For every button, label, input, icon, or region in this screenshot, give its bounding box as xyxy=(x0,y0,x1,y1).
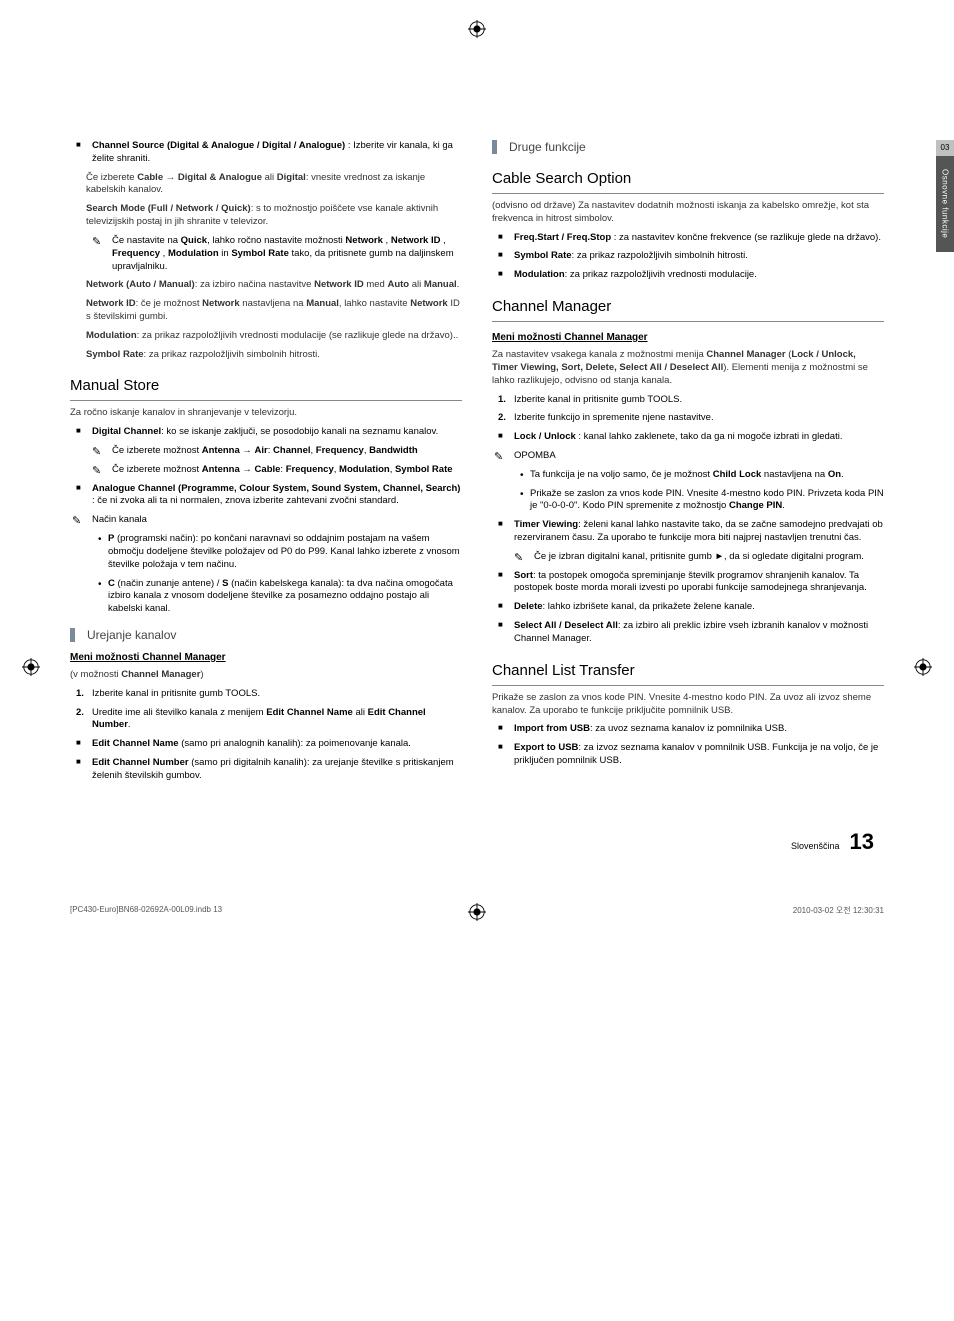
section-tab: 03 Osnovne funkcije xyxy=(936,140,954,360)
digital-channel-item: Digital Channel: ko se iskanje zaključi,… xyxy=(70,426,462,439)
tab-number: 03 xyxy=(936,140,954,156)
delete-item: Delete: lahko izbrišete kanal, da prikaž… xyxy=(492,601,884,614)
import-item: Import from USB: za uvoz seznama kanalov… xyxy=(492,723,884,736)
urejanje-accent: Urejanje kanalov xyxy=(70,628,462,642)
modulation-text: Modulation: za prikaz razpoložljivih vre… xyxy=(70,330,462,343)
note-icon: ✎ xyxy=(92,464,101,479)
edit-number-item: Edit Channel Number (samo pri digitalnih… xyxy=(70,757,462,783)
note-icon: ✎ xyxy=(514,551,523,566)
tab-label: Osnovne funkcije xyxy=(941,169,950,238)
druge-accent: Druge funkcije xyxy=(492,140,884,154)
channel-source-item: Channel Source (Digital & Analogue / Dig… xyxy=(70,140,462,166)
cm-step1: 1.Izberite kanal in pritisnite gumb TOOL… xyxy=(492,394,884,407)
divider xyxy=(492,685,884,686)
nacin-kanala-note: ✎ Način kanala xyxy=(70,514,462,527)
c-mode-item: C (način zunanje antene) / S (način kabe… xyxy=(70,578,462,616)
manual-page: 03 Osnovne funkcije Channel Source (Digi… xyxy=(0,0,954,905)
antenna-cable-note: ✎ Če izberete možnost Antenna → Cable: F… xyxy=(70,464,462,477)
clt-intro: Prikaže se zaslon za vnos kode PIN. Vnes… xyxy=(492,692,884,718)
channel-manager-heading: Channel Manager xyxy=(492,298,884,315)
note-icon: ✎ xyxy=(72,514,81,529)
note-icon: ✎ xyxy=(92,235,101,250)
cable-search-heading: Cable Search Option xyxy=(492,170,884,187)
footer-lang: Slovenščina xyxy=(791,841,840,851)
urejanje-step1: 1.Izberite kanal in pritisnite gumb TOOL… xyxy=(70,688,462,701)
note-icon: ✎ xyxy=(92,445,101,460)
antenna-air-note: ✎ Če izberete možnost Antenna → Air: Cha… xyxy=(70,445,462,458)
note-icon: ✎ xyxy=(494,450,503,465)
page-footer: Slovenščina 13 xyxy=(70,829,884,855)
divider xyxy=(492,321,884,322)
search-mode-text: Search Mode (Full / Network / Quick): s … xyxy=(70,203,462,229)
cm-subheading: Meni možnosti Channel Manager xyxy=(492,332,884,343)
cm-intro: Za nastavitev vsakega kanala z možnostmi… xyxy=(492,349,884,387)
timer-note: ✎ Če je izbran digitalni kanal, pritisni… xyxy=(492,551,884,564)
sort-item: Sort: ta postopek omogoča spreminjanje š… xyxy=(492,570,884,596)
accent-bar xyxy=(70,628,75,642)
network-id-text: Network ID: če je možnost Network nastav… xyxy=(70,298,462,324)
cable-search-intro: (odvisno od države) Za nastavitev dodatn… xyxy=(492,200,884,226)
druge-heading: Druge funkcije xyxy=(509,140,586,154)
lock-item: Lock / Unlock : kanal lahko zaklenete, t… xyxy=(492,431,884,444)
freq-item: Freq.Start / Freq.Stop : za nastavitev k… xyxy=(492,232,884,245)
urejanje-paren: (v možnosti Channel Manager) xyxy=(70,669,462,682)
export-item: Export to USB: za izvoz seznama kanalov … xyxy=(492,742,884,768)
edit-name-item: Edit Channel Name (samo pri analognih ka… xyxy=(70,738,462,751)
manual-store-intro: Za ročno iskanje kanalov in shranjevanje… xyxy=(70,407,462,420)
opomba-1: Ta funkcija je na voljo samo, če je možn… xyxy=(492,469,884,482)
timer-item: Timer Viewing: želeni kanal lahko nastav… xyxy=(492,519,884,545)
analogue-channel-item: Analogue Channel (Programme, Colour Syst… xyxy=(70,483,462,509)
opomba-note: ✎ OPOMBA xyxy=(492,450,884,463)
accent-bar xyxy=(492,140,497,154)
urejanje-heading: Urejanje kanalov xyxy=(87,628,176,642)
divider xyxy=(70,400,462,401)
modulation-item: Modulation: za prikaz razpoložljivih vre… xyxy=(492,269,884,282)
left-column: Channel Source (Digital & Analogue / Dig… xyxy=(70,140,462,789)
registration-mark-bottom xyxy=(468,903,486,921)
divider xyxy=(492,193,884,194)
network-auto-text: Network (Auto / Manual): za izbiro način… xyxy=(70,279,462,292)
urejanje-step2: 2.Uredite ime ali številko kanala z meni… xyxy=(70,707,462,733)
meta-timestamp: 2010-03-02 오전 12:30:31 xyxy=(793,905,884,916)
quick-note: ✎ Če nastavite na Quick, lahko ročno nas… xyxy=(70,235,462,273)
cm-step2: 2.Izberite funkcijo in spremenite njene … xyxy=(492,412,884,425)
p-mode-item: P (programski način): po končani naravna… xyxy=(70,533,462,571)
symbol-rate-text: Symbol Rate: za prikaz razpoložljivih si… xyxy=(70,349,462,362)
channel-list-transfer-heading: Channel List Transfer xyxy=(492,662,884,679)
manual-store-heading: Manual Store xyxy=(70,377,462,394)
right-column: Druge funkcije Cable Search Option (odvi… xyxy=(492,140,884,789)
cable-select-text: Če izberete Cable → Digital & Analogue a… xyxy=(70,172,462,198)
symbol-item: Symbol Rate: za prikaz razpoložljivih si… xyxy=(492,250,884,263)
select-all-item: Select All / Deselect All: za izbiro ali… xyxy=(492,620,884,646)
meta-filename: [PC430-Euro]BN68-02692A-00L09.indb 13 xyxy=(70,905,222,916)
footer-page-number: 13 xyxy=(850,829,874,855)
urejanje-subheading: Meni možnosti Channel Manager xyxy=(70,652,462,663)
opomba-2: Prikaže se zaslon za vnos kode PIN. Vnes… xyxy=(492,488,884,514)
